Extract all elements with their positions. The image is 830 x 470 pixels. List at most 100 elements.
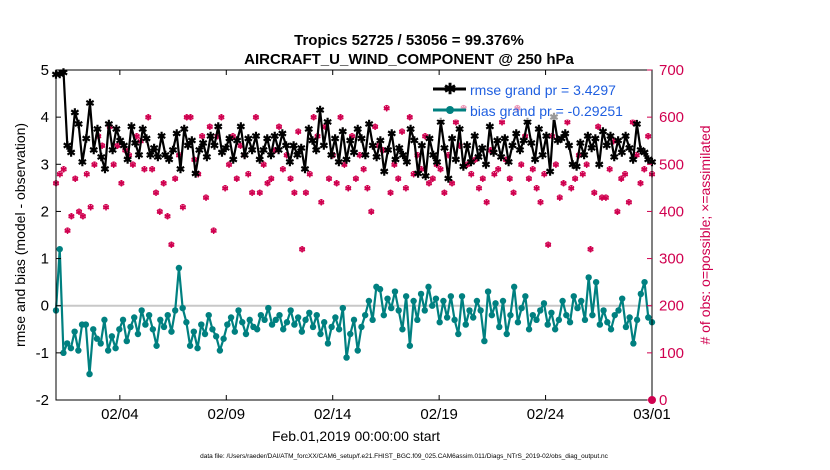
rmse-point-star: ✱ — [410, 136, 419, 148]
y-axis-label: rmse and bias (model - observation) — [12, 123, 28, 347]
obs-possible-marker — [249, 189, 255, 196]
rmse-point-star: ✱ — [530, 155, 539, 167]
rmse-point-star: ✱ — [406, 124, 415, 136]
rmse-point — [249, 147, 255, 153]
obs-possible-marker — [260, 161, 267, 168]
obs-assimilated-marker: ✱ — [421, 132, 429, 142]
rmse-point — [419, 143, 425, 148]
bias-point — [268, 321, 276, 328]
bias-point — [451, 316, 458, 324]
obs-possible-marker — [156, 208, 163, 215]
obs-assimilated-marker: ✱ — [398, 127, 406, 137]
obs-possible-marker — [422, 133, 428, 139]
bias-point — [514, 319, 522, 326]
rmse-point-star: ✱ — [602, 140, 611, 152]
obs-possible-marker — [391, 161, 398, 168]
rmse-point — [498, 155, 504, 160]
bias-point — [123, 337, 130, 345]
bias-point — [339, 304, 347, 312]
obs-assimilated-marker: ✱ — [444, 150, 452, 160]
rmse-point-star: ✱ — [308, 136, 317, 148]
rmse-point — [427, 136, 432, 141]
obs-assimilated-marker: ✱ — [567, 183, 575, 193]
rmse-point — [295, 152, 300, 158]
rmse-point-star: ✱ — [142, 133, 151, 145]
obs-assimilated-marker: ✱ — [391, 160, 399, 170]
obs-possible-marker — [541, 170, 548, 177]
bias-point — [97, 340, 104, 347]
rmse-point-star: ✱ — [85, 98, 94, 110]
bias-point — [157, 316, 164, 324]
rmse-point — [487, 124, 492, 129]
rmse-point — [415, 171, 421, 176]
rmse-point — [159, 133, 164, 139]
rmse-point-star: ✱ — [176, 164, 185, 176]
obs-assimilated-marker: ✱ — [221, 183, 229, 193]
obs-possible-marker — [68, 213, 75, 219]
obs-possible-marker — [464, 161, 471, 168]
obs-assimilated-marker: ✱ — [98, 141, 106, 151]
rmse-point-star: ✱ — [640, 148, 649, 160]
obs-assimilated-marker: ✱ — [87, 202, 95, 212]
obs-possible-marker — [222, 185, 229, 191]
obs-assimilated-marker: ✱ — [60, 165, 68, 175]
rmse-point — [555, 138, 560, 143]
obs-assimilated-marker: ✱ — [129, 160, 137, 170]
obs-possible-marker — [333, 180, 340, 186]
obs-assimilated-marker: ✱ — [294, 127, 302, 137]
bias-point — [108, 333, 116, 340]
rmse-point — [634, 122, 640, 127]
rmse-point — [351, 150, 357, 155]
obs-assimilated-marker: ✱ — [406, 113, 414, 123]
rmse-point — [574, 164, 579, 169]
bias-point — [112, 344, 119, 352]
obs-possible-marker — [164, 213, 171, 219]
obs-assimilated-marker: ✱ — [333, 179, 341, 189]
obs-assimilated-marker: ✱ — [637, 179, 645, 189]
y-tick-label: 3 — [41, 156, 49, 173]
bias-point — [354, 347, 361, 354]
rmse-point — [536, 126, 542, 132]
obs-assimilated-marker: ✱ — [591, 188, 599, 198]
rmse-point — [302, 166, 308, 172]
rmse-point-star: ✱ — [251, 131, 260, 143]
obs-assimilated-marker: ✱ — [198, 132, 206, 142]
obs-possible-marker — [579, 170, 586, 177]
rmse-point-star: ✱ — [327, 150, 336, 162]
rmse-point-star: ✱ — [172, 129, 181, 141]
obs-possible-marker — [472, 156, 478, 163]
obs-assimilated-marker: ✱ — [541, 169, 549, 179]
rmse-point — [532, 157, 538, 162]
rmse-point-star: ✱ — [214, 122, 223, 134]
rmse-point-star: ✱ — [644, 155, 653, 167]
obs-assimilated-marker: ✱ — [410, 169, 418, 179]
bias-point — [242, 330, 250, 338]
bias-point — [615, 307, 622, 314]
rmse-point-star: ✱ — [323, 117, 332, 129]
rmse-point — [434, 159, 440, 165]
bias-point — [529, 311, 536, 319]
bias-point — [358, 323, 365, 331]
rmse-point — [80, 159, 85, 165]
obs-possible-marker — [449, 180, 455, 186]
bias-point — [432, 295, 440, 302]
bias-point — [570, 293, 577, 300]
rmse-point-star: ✱ — [168, 145, 177, 157]
obs-possible-marker — [187, 114, 194, 120]
rmse-point — [65, 143, 70, 148]
bias-point — [384, 295, 391, 302]
bias-point — [313, 311, 320, 319]
obs-assimilated-marker: ✱ — [160, 179, 168, 189]
obs-possible-marker — [345, 185, 352, 191]
bias-point — [172, 307, 179, 314]
obs-assimilated-marker: ✱ — [552, 160, 560, 170]
rmse-point-star: ✱ — [248, 145, 257, 157]
rmse-point-star: ✱ — [191, 169, 200, 181]
rmse-point-star: ✱ — [591, 133, 600, 145]
rmse-point — [623, 133, 628, 139]
bias-point — [443, 314, 451, 321]
rmse-point-star: ✱ — [417, 140, 426, 152]
obs-assimilated-marker: ✱ — [456, 141, 464, 151]
bias-point — [633, 316, 641, 324]
rmse-point — [99, 155, 104, 160]
